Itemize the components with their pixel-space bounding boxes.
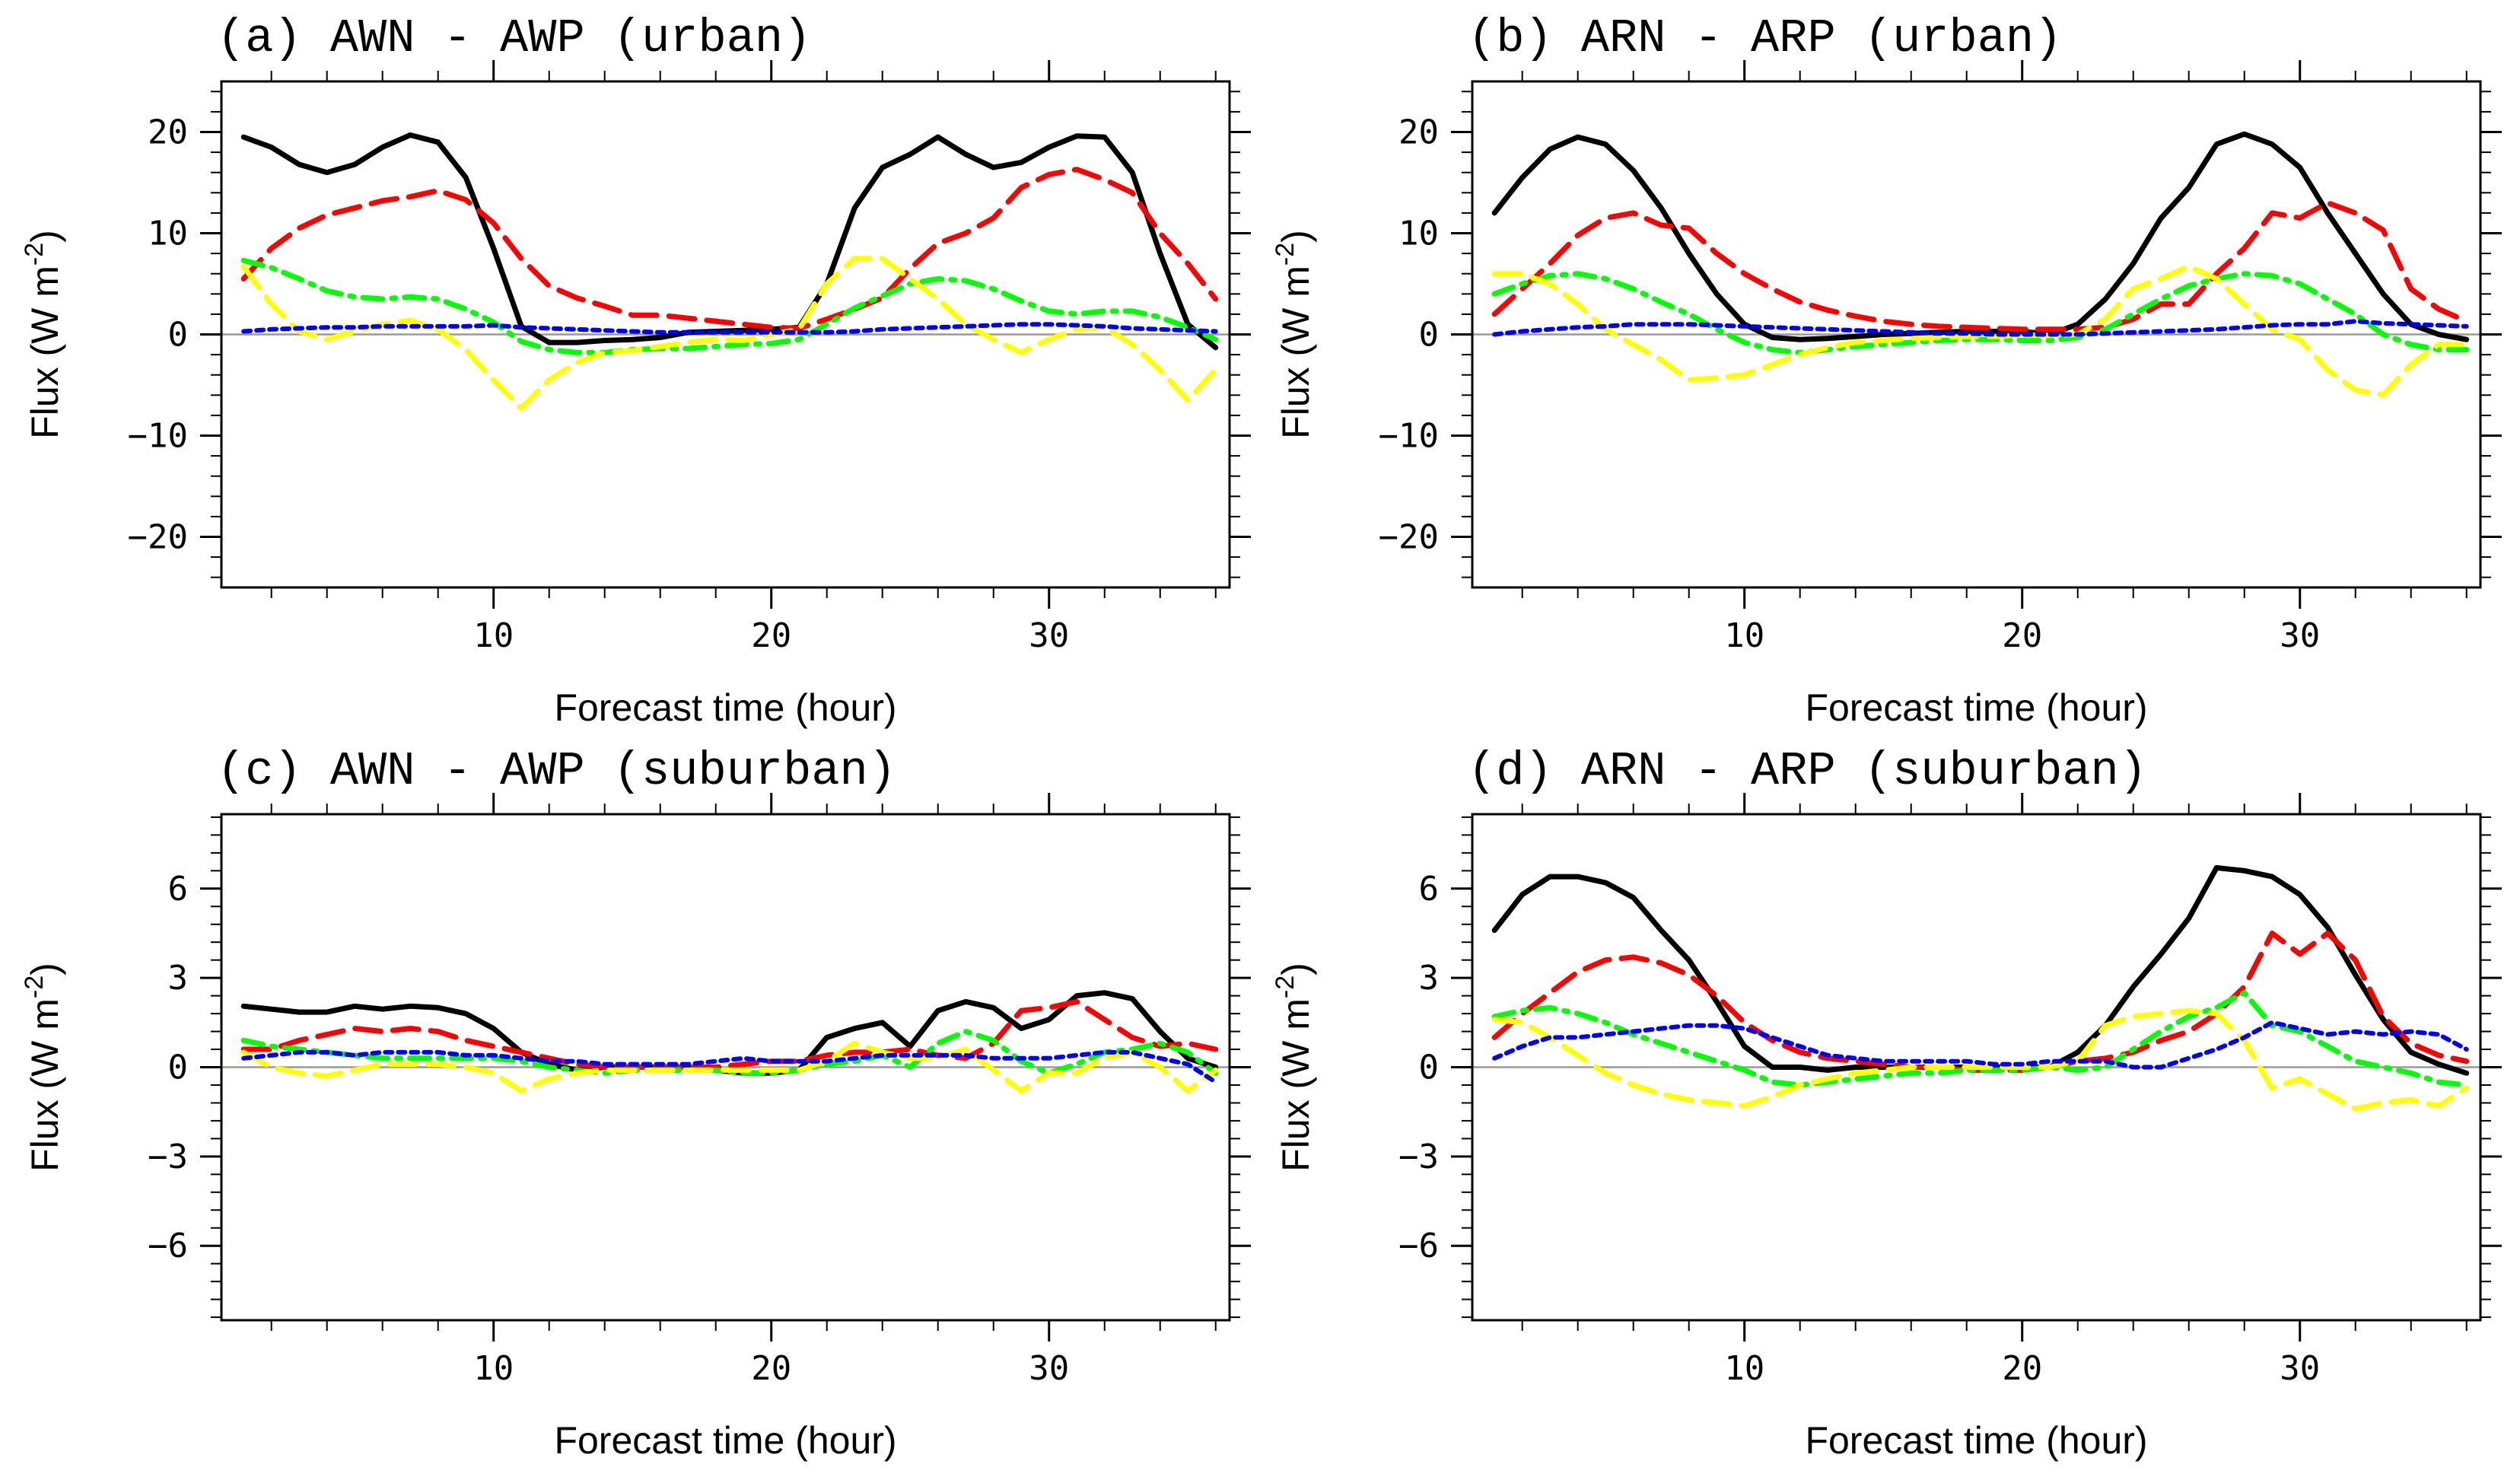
series-line-2 xyxy=(240,998,1219,1070)
x-axis-label: Forecast time (hour) xyxy=(554,1419,896,1462)
series-line-4 xyxy=(1491,1007,2470,1112)
y-axis-label-end: ) xyxy=(1274,963,1317,976)
y-tick-label: 6 xyxy=(1419,870,1440,909)
y-tick-label: −10 xyxy=(1379,417,1439,456)
x-axis-label: Forecast time (hour) xyxy=(1805,686,2147,729)
x-tick-label: 30 xyxy=(2280,616,2320,655)
y-tick-label: 3 xyxy=(168,959,189,998)
y-axis-label-superscript: -2 xyxy=(20,976,49,998)
panel-title: (a) AWN - AWP (urban) xyxy=(217,11,811,65)
y-axis-label-main: Flux (W m xyxy=(24,998,66,1172)
plot-frame xyxy=(220,813,1231,1322)
y-tick-label: −6 xyxy=(1398,1227,1439,1265)
panel-a: −20 −10 0 10 20 10 20 30 Forecast time (hour) Flu… xyxy=(20,11,1251,729)
y-tick-label: −20 xyxy=(1379,518,1439,557)
y-tick-label: 0 xyxy=(168,1049,189,1087)
series-line-2 xyxy=(240,167,1219,331)
y-axis-label-superscript: -2 xyxy=(1271,243,1300,266)
y-axis-label-end: ) xyxy=(1274,230,1317,243)
y-axis-label-superscript: -2 xyxy=(20,243,49,266)
y-axis-label-end: ) xyxy=(24,963,66,976)
y-tick-label: −3 xyxy=(1398,1138,1439,1176)
x-tick-label: 30 xyxy=(1029,1349,1069,1388)
y-tick-label: −6 xyxy=(148,1227,188,1265)
x-axis-label: Forecast time (hour) xyxy=(554,686,896,729)
y-tick-label: 10 xyxy=(1398,215,1439,253)
y-axis-label-main: Flux (W m xyxy=(1274,266,1317,439)
x-tick-label: 30 xyxy=(1029,616,1069,655)
panel-d: −6 −3 0 3 6 10 20 30 Forecast time (hour) Flux (W… xyxy=(1271,744,2502,1462)
y-axis-label-end: ) xyxy=(24,230,66,243)
x-tick-label: 20 xyxy=(751,1349,791,1388)
y-tick-label: −10 xyxy=(128,417,188,456)
y-tick-label: 20 xyxy=(148,113,188,152)
y-axis-label: Flux (W m-2) xyxy=(20,230,66,439)
x-tick-label: 30 xyxy=(2280,1349,2320,1388)
y-tick-label: 6 xyxy=(168,870,189,909)
y-axis-label: Flux (W m-2) xyxy=(1271,230,1317,439)
y-tick-label: −20 xyxy=(128,518,188,557)
y-tick-label: 0 xyxy=(168,316,189,355)
plot-frame xyxy=(220,80,1231,589)
panel-b: −20 −10 0 10 20 10 20 30 Forecast time (hour) Flu… xyxy=(1271,11,2502,729)
x-axis-label: Forecast time (hour) xyxy=(1805,1419,2147,1462)
series-line-5 xyxy=(241,1049,1218,1085)
series-line-2 xyxy=(1491,200,2470,333)
panel-title: (d) ARN - ARP (suburban) xyxy=(1468,744,2147,798)
plot-frame xyxy=(1471,813,2482,1322)
x-tick-label: 20 xyxy=(2002,616,2042,655)
series-line-5 xyxy=(241,322,1218,335)
series-line-4 xyxy=(240,256,1219,412)
y-tick-label: 20 xyxy=(1398,113,1439,152)
series-line-3 xyxy=(1491,271,2470,355)
x-tick-label: 10 xyxy=(1724,1349,1764,1388)
series-line-4 xyxy=(1491,263,2470,398)
plot-frame xyxy=(1471,80,2482,589)
y-axis-label-superscript: -2 xyxy=(1271,976,1300,998)
panel-title: (c) AWN - AWP (suburban) xyxy=(217,744,896,798)
series-line-1 xyxy=(1491,131,2470,342)
y-tick-label: 0 xyxy=(1419,1049,1440,1087)
y-tick-label: 3 xyxy=(1419,959,1440,998)
x-tick-label: 10 xyxy=(473,616,514,655)
series-line-5 xyxy=(1492,1020,2469,1070)
x-tick-label: 20 xyxy=(751,616,791,655)
x-tick-label: 10 xyxy=(473,1349,514,1388)
y-tick-label: 0 xyxy=(1419,316,1440,355)
x-tick-label: 20 xyxy=(2002,1349,2042,1388)
y-axis-label: Flux (W m-2) xyxy=(1271,963,1317,1172)
panel-c: −6 −3 0 3 6 10 20 30 Forecast time (hour) Flux (W… xyxy=(20,744,1251,1462)
y-tick-label: 10 xyxy=(148,215,188,253)
y-tick-label: −3 xyxy=(148,1138,188,1176)
panel-title: (b) ARN - ARP (urban) xyxy=(1468,11,2062,65)
y-axis-label: Flux (W m-2) xyxy=(20,963,66,1172)
y-axis-label-main: Flux (W m xyxy=(1274,998,1317,1172)
series-line-4 xyxy=(240,1040,1219,1094)
x-tick-label: 10 xyxy=(1724,616,1764,655)
series-line-3 xyxy=(240,257,1219,355)
series-line-5 xyxy=(1492,319,2469,337)
y-axis-label-main: Flux (W m xyxy=(24,266,66,439)
series-line-3 xyxy=(1491,990,2470,1088)
